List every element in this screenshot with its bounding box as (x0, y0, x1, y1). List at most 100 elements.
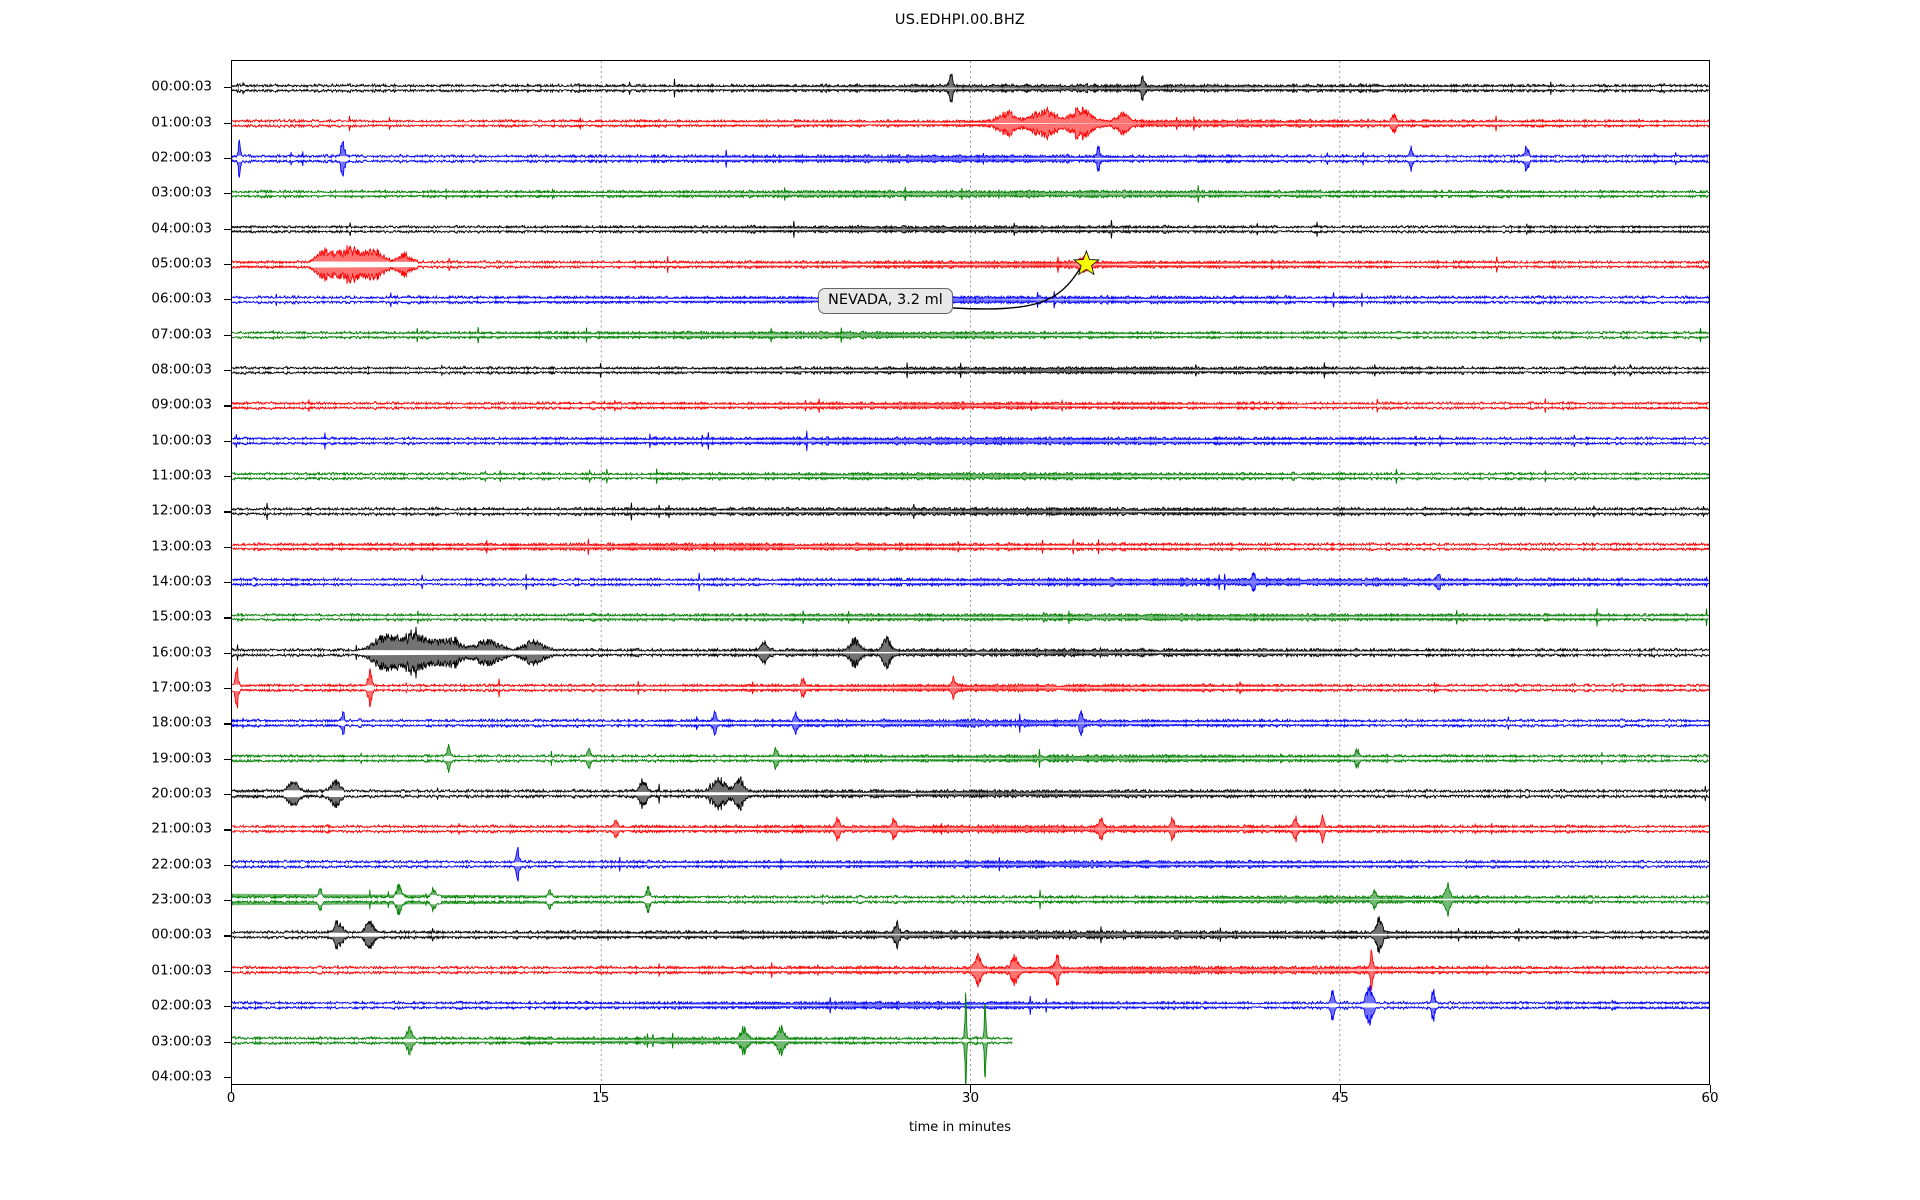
trace-line (232, 264, 1709, 285)
trace-line (232, 475, 1709, 484)
trace-line (232, 616, 1709, 627)
trace-line (232, 158, 1709, 179)
trace-line (232, 398, 1709, 406)
y-tick-mark (224, 723, 232, 725)
trace-line (232, 572, 1709, 583)
y-tick-mark (224, 794, 232, 796)
trace-line (232, 992, 1013, 1041)
trace-line (232, 87, 1709, 103)
trace-line (232, 244, 1709, 265)
trace-line (232, 370, 1709, 379)
y-tick-mark (224, 299, 232, 301)
y-tick-label: 14:00:03 (151, 573, 212, 590)
x-tick-mark (1709, 1085, 1711, 1093)
trace-row (232, 468, 1709, 484)
x-axis-caption: time in minutes (908, 1120, 1012, 1135)
y-tick-label: 19:00:03 (151, 750, 212, 767)
y-tick-mark (224, 157, 232, 160)
trace-line (232, 405, 1709, 413)
y-tick-mark (224, 511, 232, 513)
trace-line (232, 581, 1709, 592)
trace-line (232, 105, 1709, 124)
trace-row (232, 709, 1709, 737)
plot-area (231, 60, 1710, 1085)
y-tick-label: 12:00:03 (151, 502, 212, 519)
y-tick-label: 03:00:03 (151, 1032, 212, 1049)
y-tick-mark (224, 688, 232, 690)
trace-line (232, 846, 1709, 865)
y-tick-label: 09:00:03 (151, 396, 212, 413)
trace-row (232, 949, 1709, 991)
trace-line (232, 969, 1709, 991)
trace-row (232, 73, 1709, 103)
page-title: US.EDHPI.00.BHZ (894, 12, 1026, 28)
x-tick-mark (970, 1085, 972, 1093)
seismogram-traces (232, 61, 1709, 1084)
y-tick-label: 10:00:03 (151, 431, 212, 448)
trace-row (232, 502, 1709, 521)
trace-line (232, 362, 1709, 371)
trace-line (232, 758, 1709, 773)
trace-row (232, 326, 1709, 344)
trace-row (232, 105, 1709, 142)
trace-row (232, 667, 1709, 709)
trace-line (232, 326, 1709, 336)
x-tick-label: 60 (1701, 1090, 1719, 1106)
trace-fill (232, 744, 1709, 773)
trace-line (232, 334, 1709, 344)
y-tick-label: 11:00:03 (151, 467, 212, 484)
trace-fill (232, 710, 1709, 736)
y-tick-mark (224, 829, 232, 831)
trace-line (232, 652, 1709, 679)
trace-line (232, 538, 1709, 548)
y-tick-mark (224, 582, 232, 584)
y-tick-mark (224, 87, 232, 89)
x-tick-label: 15 (592, 1090, 610, 1106)
trace-line (232, 73, 1709, 89)
y-tick-mark (224, 546, 232, 548)
y-tick-mark (224, 1006, 232, 1008)
y-tick-label: 04:00:03 (151, 219, 212, 236)
trace-line (232, 722, 1709, 737)
trace-line (232, 793, 1709, 812)
trace-line (232, 687, 1709, 709)
y-tick-mark (224, 970, 232, 973)
trace-fill (232, 814, 1709, 844)
trace-line (232, 139, 1709, 160)
x-tick-mark (600, 1085, 602, 1093)
y-tick-label: 02:00:03 (151, 149, 212, 166)
y-tick-label: 03:00:03 (151, 184, 212, 201)
trace-row (232, 139, 1709, 179)
y-tick-label: 05:00:03 (151, 255, 212, 272)
trace-row (232, 882, 1709, 917)
trace-row (232, 992, 1013, 1084)
y-tick-label: 21:00:03 (151, 820, 212, 837)
trace-row (232, 572, 1709, 592)
trace-row (232, 916, 1709, 954)
y-tick-mark (224, 193, 232, 195)
trace-line (232, 440, 1709, 452)
trace-line (232, 608, 1709, 618)
y-tick-mark (224, 440, 232, 442)
y-tick-mark (224, 758, 232, 760)
y-tick-mark (224, 864, 232, 866)
trace-line (232, 667, 1709, 689)
trace-row (232, 846, 1709, 882)
trace-line (232, 228, 1709, 239)
y-tick-label: 06:00:03 (151, 290, 212, 307)
trace-line (232, 949, 1709, 971)
y-tick-label: 04:00:03 (151, 1068, 212, 1085)
y-tick-mark (224, 1041, 232, 1043)
trace-line (232, 743, 1709, 759)
x-tick-mark (1339, 1085, 1341, 1093)
trace-fill (232, 667, 1709, 709)
trace-line (232, 814, 1709, 830)
trace-line (232, 934, 1709, 954)
y-tick-label: 20:00:03 (151, 785, 212, 802)
trace-line (232, 863, 1709, 882)
trace-row (232, 985, 1709, 1026)
event-annotation-label[interactable]: NEVADA, 3.2 ml (818, 288, 953, 315)
trace-row (232, 185, 1709, 203)
trace-row (232, 362, 1709, 379)
y-tick-label: 01:00:03 (151, 962, 212, 979)
